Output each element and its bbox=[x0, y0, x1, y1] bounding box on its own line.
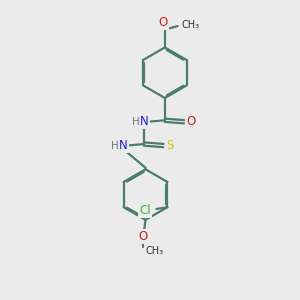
Text: H: H bbox=[111, 140, 119, 151]
Text: CH₃: CH₃ bbox=[181, 20, 199, 30]
Text: N: N bbox=[140, 115, 148, 128]
Text: CH₃: CH₃ bbox=[146, 246, 164, 256]
Text: O: O bbox=[159, 16, 168, 29]
Text: N: N bbox=[119, 139, 128, 152]
Text: H: H bbox=[132, 117, 140, 127]
Text: O: O bbox=[138, 230, 147, 243]
Text: S: S bbox=[166, 139, 174, 152]
Text: O: O bbox=[186, 115, 195, 128]
Text: Cl: Cl bbox=[140, 204, 151, 217]
